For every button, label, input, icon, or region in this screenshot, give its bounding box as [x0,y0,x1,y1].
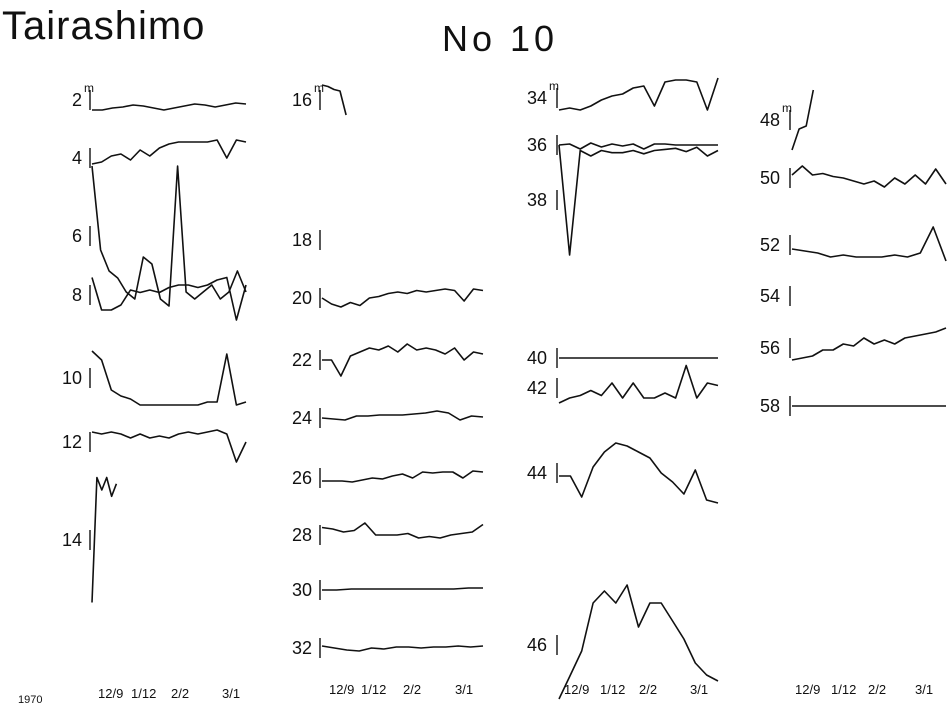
series-line-48 [791,89,815,151]
depth-label-46: 46 [527,635,547,655]
x-tick-label-1-12: 1/12 [131,686,156,701]
x-tick-label-12-9: 12/9 [564,682,589,697]
depth-label-8: 8 [72,285,82,305]
x-tick-label-2-2: 2/2 [639,682,657,697]
depth-label-20: 20 [292,288,312,308]
depth-label-2: 2 [72,90,82,110]
series-line-24 [321,410,484,421]
x-tick-label-2-2: 2/2 [868,682,886,697]
x-tick-label-12-9: 12/9 [329,682,354,697]
year-label: 1970 [18,694,43,706]
x-tick-label-3-1: 3/1 [915,682,933,697]
depth-label-10: 10 [62,368,82,388]
series-line-56 [791,327,947,361]
x-tick-label-12-9: 12/9 [98,686,123,701]
series-line-42 [558,364,719,404]
depth-label-32: 32 [292,638,312,658]
unit-label: m [549,79,559,93]
series-line-4 [91,139,247,165]
series-line-52 [791,226,947,262]
series-line-10 [91,350,247,406]
series-line-34 [558,77,719,111]
unit-label: m [314,81,324,95]
depth-label-24: 24 [292,408,312,428]
depth-label-54: 54 [760,286,780,306]
depth-label-18: 18 [292,230,312,250]
depth-label-34: 34 [527,88,547,108]
series-line-16 [321,84,347,116]
figure-title: Tairashimo [2,4,206,48]
x-tick-label-12-9: 12/9 [795,682,820,697]
depth-label-42: 42 [527,378,547,398]
series-line-46 [558,584,719,700]
series-line-26 [322,470,484,483]
depth-label-40: 40 [527,348,547,368]
depth-label-6: 6 [72,226,82,246]
series-line-44 [559,442,719,504]
series-line-6 [91,165,247,307]
x-tick-label-1-12: 1/12 [361,682,386,697]
depth-label-38: 38 [527,190,547,210]
x-tick-label-3-1: 3/1 [455,682,473,697]
depth-label-44: 44 [527,463,547,483]
depth-label-16: 16 [292,90,312,110]
series-line-2 [92,102,247,111]
series-line-28 [321,522,484,539]
series-line-32 [321,645,484,652]
x-tick-label-1-12: 1/12 [600,682,625,697]
series-line-22 [322,343,484,377]
series-line-14 [91,476,118,603]
series-line-50 [791,165,947,188]
depth-label-52: 52 [760,235,780,255]
depth-label-48: 48 [760,110,780,130]
depth-label-58: 58 [760,396,780,416]
depth-label-28: 28 [292,525,312,545]
depth-label-4: 4 [72,148,82,168]
depth-label-22: 22 [292,350,312,370]
x-tick-label-2-2: 2/2 [171,686,189,701]
series-line-38 [558,144,719,256]
depth-label-50: 50 [760,168,780,188]
series-line-36 [558,142,718,150]
series-line-30 [322,587,483,591]
unit-label: m [782,101,792,115]
depth-label-56: 56 [760,338,780,358]
unit-label: m [84,81,94,95]
depth-label-36: 36 [527,135,547,155]
depth-label-12: 12 [62,432,82,452]
x-tick-label-3-1: 3/1 [690,682,708,697]
depth-label-26: 26 [292,468,312,488]
depth-label-30: 30 [292,580,312,600]
series-line-12 [91,429,247,463]
series-line-20 [321,288,484,308]
x-tick-label-1-12: 1/12 [831,682,856,697]
figure-subtitle: No 10 [442,18,559,59]
x-tick-label-3-1: 3/1 [222,686,240,701]
depth-label-14: 14 [62,530,82,550]
x-tick-label-2-2: 2/2 [403,682,421,697]
series-line-8 [91,276,247,321]
